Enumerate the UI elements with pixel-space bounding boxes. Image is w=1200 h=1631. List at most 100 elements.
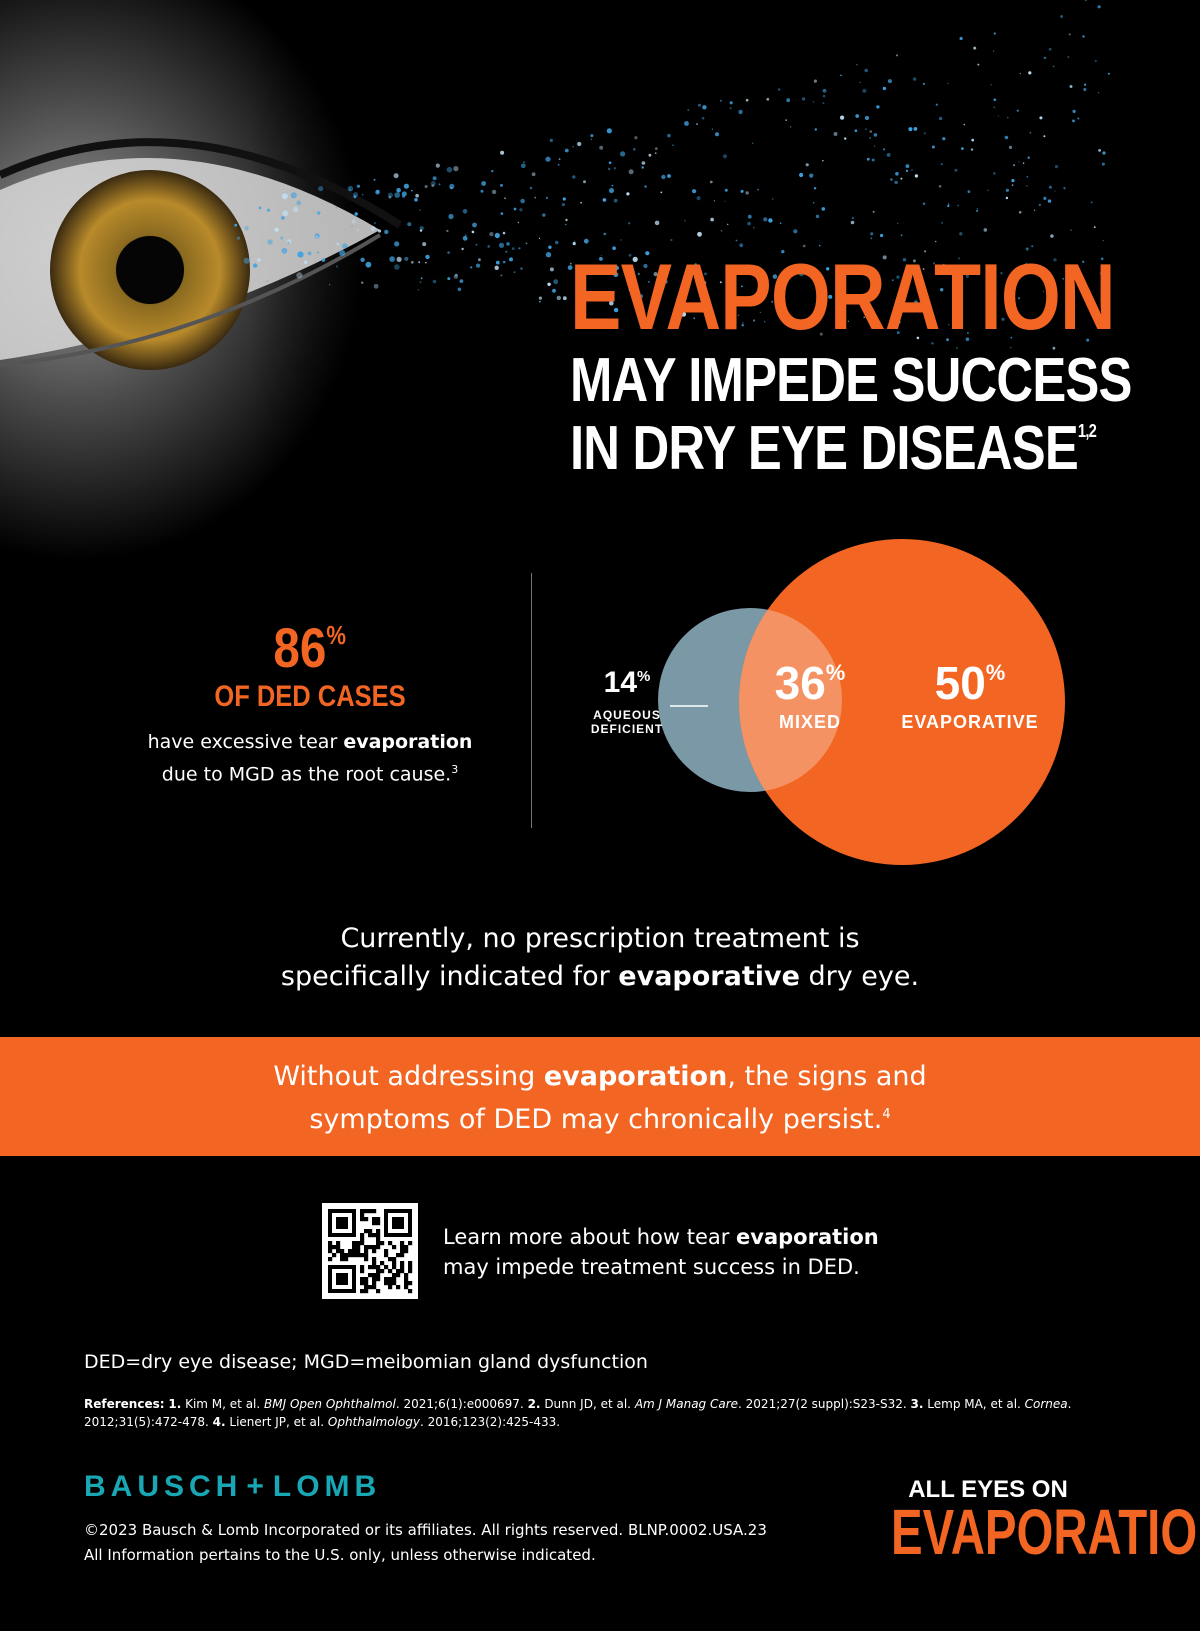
tear-particle <box>799 172 804 178</box>
tear-particle <box>304 260 308 264</box>
tear-particle <box>605 297 607 299</box>
tear-particle <box>590 138 592 140</box>
tear-particle <box>523 161 525 163</box>
tear-particle <box>432 279 437 284</box>
tear-particle <box>608 187 615 194</box>
callout-text: Without addressing evaporation, the sign… <box>273 1061 927 1135</box>
tear-particle <box>1009 291 1011 293</box>
tear-particle <box>448 213 454 220</box>
tear-particle <box>511 247 515 251</box>
tear-particle <box>404 256 409 261</box>
tear-particle <box>1010 336 1013 339</box>
tear-particle <box>626 192 630 196</box>
tear-particle <box>753 226 755 229</box>
tear-particle <box>266 208 271 212</box>
tear-particle <box>556 295 561 301</box>
tear-particle <box>938 185 942 188</box>
tear-particle <box>562 197 566 201</box>
tear-particle <box>336 242 340 246</box>
tear-particle <box>654 152 657 155</box>
tear-particle <box>293 206 299 213</box>
tear-particle <box>1060 15 1064 18</box>
tear-particle <box>993 106 996 109</box>
tear-particle <box>453 274 459 279</box>
tear-particle <box>1018 211 1022 214</box>
tear-particle <box>565 223 567 226</box>
tear-particle <box>602 198 607 202</box>
tear-particle <box>462 235 468 241</box>
tear-particle <box>959 36 963 41</box>
tear-particle <box>1005 188 1010 192</box>
tear-particle <box>1093 226 1096 229</box>
tear-particle <box>435 163 440 168</box>
tear-particle <box>702 281 707 285</box>
tear-particle <box>457 287 462 292</box>
tear-particle <box>739 243 744 248</box>
tear-particle <box>1054 165 1059 169</box>
tear-particle <box>738 109 743 115</box>
tear-particle <box>896 331 900 335</box>
tear-particle <box>502 231 506 235</box>
headline-sup: 1,2 <box>1077 421 1097 441</box>
tear-particle <box>882 86 887 91</box>
tear-particle <box>882 255 887 260</box>
tear-particle <box>335 206 338 209</box>
stat-value: 86% <box>273 616 347 679</box>
tear-particle <box>663 279 668 284</box>
tear-particle <box>863 316 865 318</box>
tear-particle <box>887 79 892 84</box>
tear-particle <box>720 99 722 102</box>
tear-particle <box>461 247 464 251</box>
tear-particle <box>600 254 603 256</box>
evaporative-label: 50% EVAPORATIVE <box>901 657 1039 732</box>
tear-particle <box>1052 65 1055 68</box>
tear-particle <box>880 233 884 238</box>
tear-particle <box>871 158 875 162</box>
tear-particle <box>1019 73 1021 75</box>
tear-particle <box>554 240 559 245</box>
tear-particle <box>684 219 686 222</box>
tear-particle <box>419 226 424 231</box>
qr-code-icon[interactable] <box>322 1203 418 1299</box>
tear-particle <box>896 275 900 279</box>
tear-particle <box>572 242 576 246</box>
tear-particle <box>419 281 422 284</box>
tear-particle <box>1069 85 1073 88</box>
tear-particle <box>681 311 687 317</box>
tear-particle <box>620 151 626 157</box>
tear-particle <box>822 88 827 93</box>
tear-particle <box>432 176 437 181</box>
tear-particle <box>828 294 833 299</box>
tear-particle <box>357 229 359 232</box>
tear-particle <box>970 266 975 271</box>
tear-particle <box>779 222 782 224</box>
tear-particle <box>1042 290 1045 293</box>
tear-particle <box>941 222 943 224</box>
tear-particle <box>660 191 663 194</box>
tear-particle <box>842 267 845 269</box>
tear-particle <box>606 128 612 134</box>
tear-particle <box>891 279 894 281</box>
tear-particle <box>354 212 358 216</box>
tear-particle <box>905 164 910 169</box>
tear-particle <box>447 251 450 254</box>
tear-particle <box>491 169 494 173</box>
tear-particle <box>672 144 674 146</box>
tear-particle <box>351 225 353 227</box>
tear-particle <box>897 320 901 324</box>
tear-particle <box>407 222 412 227</box>
tear-particle <box>814 128 817 131</box>
tear-particle <box>1050 234 1054 238</box>
tear-particle <box>552 288 556 293</box>
tear-particle <box>613 307 619 313</box>
tear-particle <box>914 300 918 305</box>
tear-particle <box>1033 209 1036 211</box>
mixed-label: 36% MIXED <box>774 657 846 732</box>
tear-particle <box>236 236 241 240</box>
tear-particle <box>520 267 523 270</box>
tear-particle <box>946 338 949 342</box>
tear-particle <box>741 285 743 288</box>
copyright: ©2023 Bausch & Lomb Incorporated or its … <box>84 1521 767 1564</box>
tear-particle <box>558 158 561 161</box>
tear-particle <box>641 161 646 165</box>
